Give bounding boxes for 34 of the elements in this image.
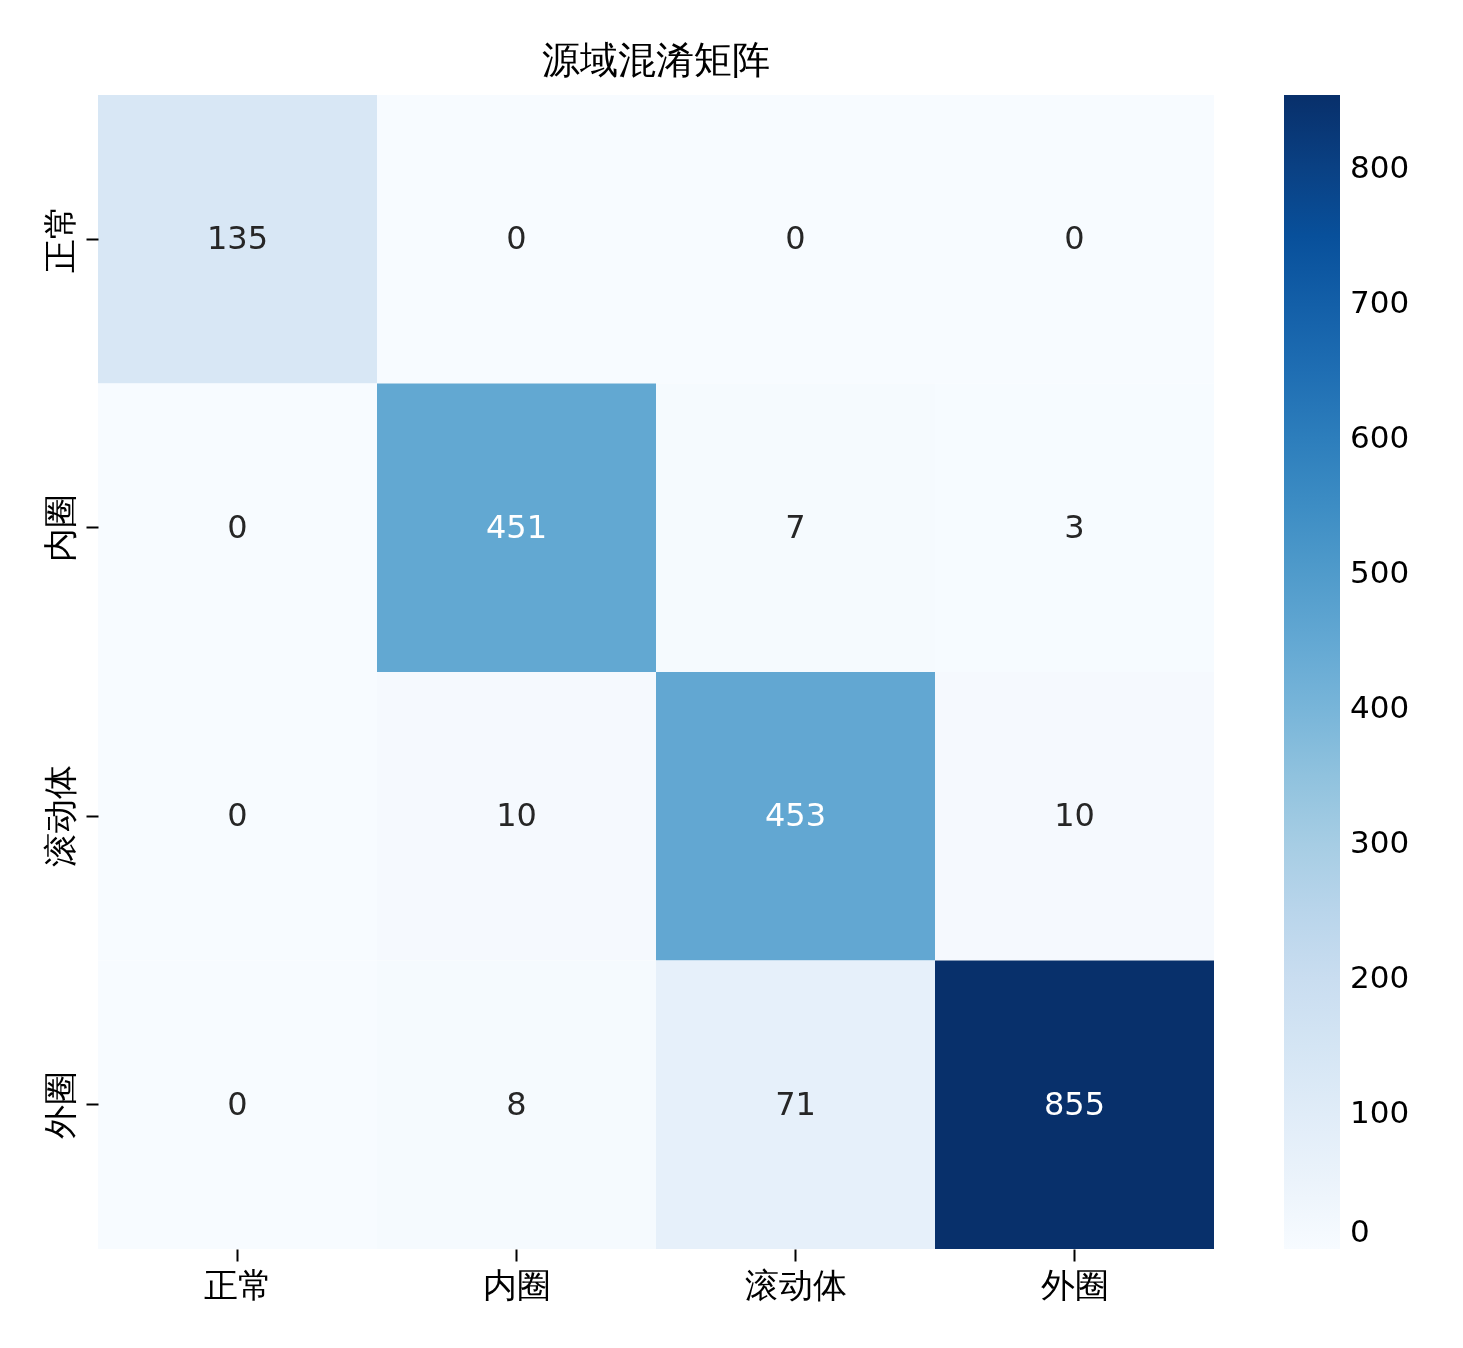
data-label: 0 xyxy=(227,1084,248,1123)
data-label: 8 xyxy=(506,1084,527,1123)
x-tick-label: 内圈 xyxy=(482,1264,551,1305)
y-tick-label: 滚动体 xyxy=(39,765,80,868)
data-label: 3 xyxy=(1064,507,1085,546)
color-bar-label: 0 xyxy=(1350,1213,1370,1249)
data-label: 0 xyxy=(785,219,806,258)
color-bar-label: 800 xyxy=(1350,149,1410,186)
x-tick-label: 外圈 xyxy=(1040,1264,1109,1305)
data-label: 135 xyxy=(206,219,269,258)
color-bar-label: 400 xyxy=(1350,689,1410,726)
data-label: 7 xyxy=(785,507,806,546)
y-tick-label: 正常 xyxy=(39,205,80,274)
color-bar-label: 500 xyxy=(1350,554,1410,591)
data-label: 0 xyxy=(506,219,527,258)
data-label: 453 xyxy=(764,796,827,835)
data-label: 0 xyxy=(1064,219,1085,258)
data-label: 0 xyxy=(227,507,248,546)
x-tick-label: 正常 xyxy=(203,1264,272,1305)
data-label: 71 xyxy=(775,1084,816,1123)
data-label: 0 xyxy=(227,796,248,835)
x-tick-label: 滚动体 xyxy=(744,1264,847,1305)
data-label: 855 xyxy=(1043,1084,1106,1123)
color-bar-label: 200 xyxy=(1350,959,1410,996)
data-label: 10 xyxy=(1054,796,1095,835)
color-bar-label: 100 xyxy=(1350,1094,1410,1131)
y-tick-label: 内圈 xyxy=(39,493,80,562)
data-label: 10 xyxy=(496,796,537,835)
data-label: 451 xyxy=(485,507,548,546)
color-bar-label: 300 xyxy=(1350,824,1410,861)
chart-title: 源域混淆矩阵 xyxy=(542,38,770,82)
color-bar-label: 600 xyxy=(1350,419,1410,456)
color-bar-label: 700 xyxy=(1350,284,1410,321)
y-tick-label: 外圈 xyxy=(39,1070,80,1139)
